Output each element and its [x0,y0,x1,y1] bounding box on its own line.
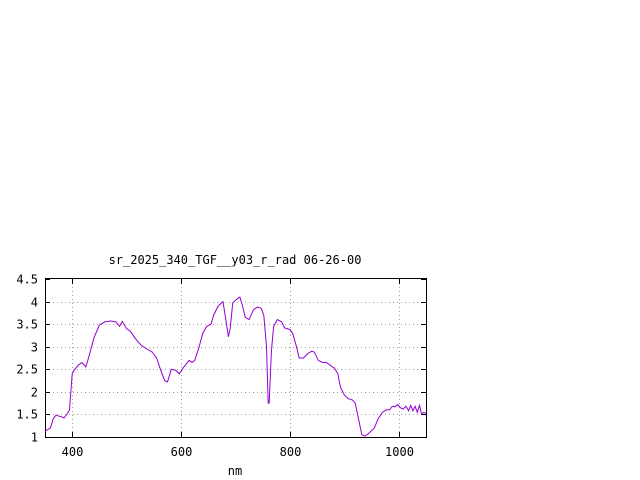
plot-frame [45,278,427,438]
y-tick-label: 2.5 [16,363,38,377]
y-tick-label: 4 [31,296,38,310]
y-axis-ticks: 1 1.5 2 2.5 3 3.5 4 4.5 [16,273,426,445]
y-tick-label: 4.5 [16,273,38,287]
x-tick-label: 400 [62,445,84,459]
x-axis-label: nm [228,464,242,478]
x-tick-label: 800 [280,445,302,459]
y-tick-label: 3 [31,341,38,355]
x-axis-ticks: 400 600 800 1000 [62,279,414,459]
chart-title: sr_2025_340_TGF__y03_r_rad 06-26-00 [109,253,362,267]
y-tick-label: 3.5 [16,318,38,332]
y-tick-label: 1 [31,431,38,445]
series-line [44,296,427,437]
y-tick-label: 2 [31,386,38,400]
y-tick-label: 1.5 [16,408,38,422]
x-tick-label: 1000 [385,445,414,459]
grid-lines [45,279,426,437]
x-tick-label: 600 [171,445,193,459]
